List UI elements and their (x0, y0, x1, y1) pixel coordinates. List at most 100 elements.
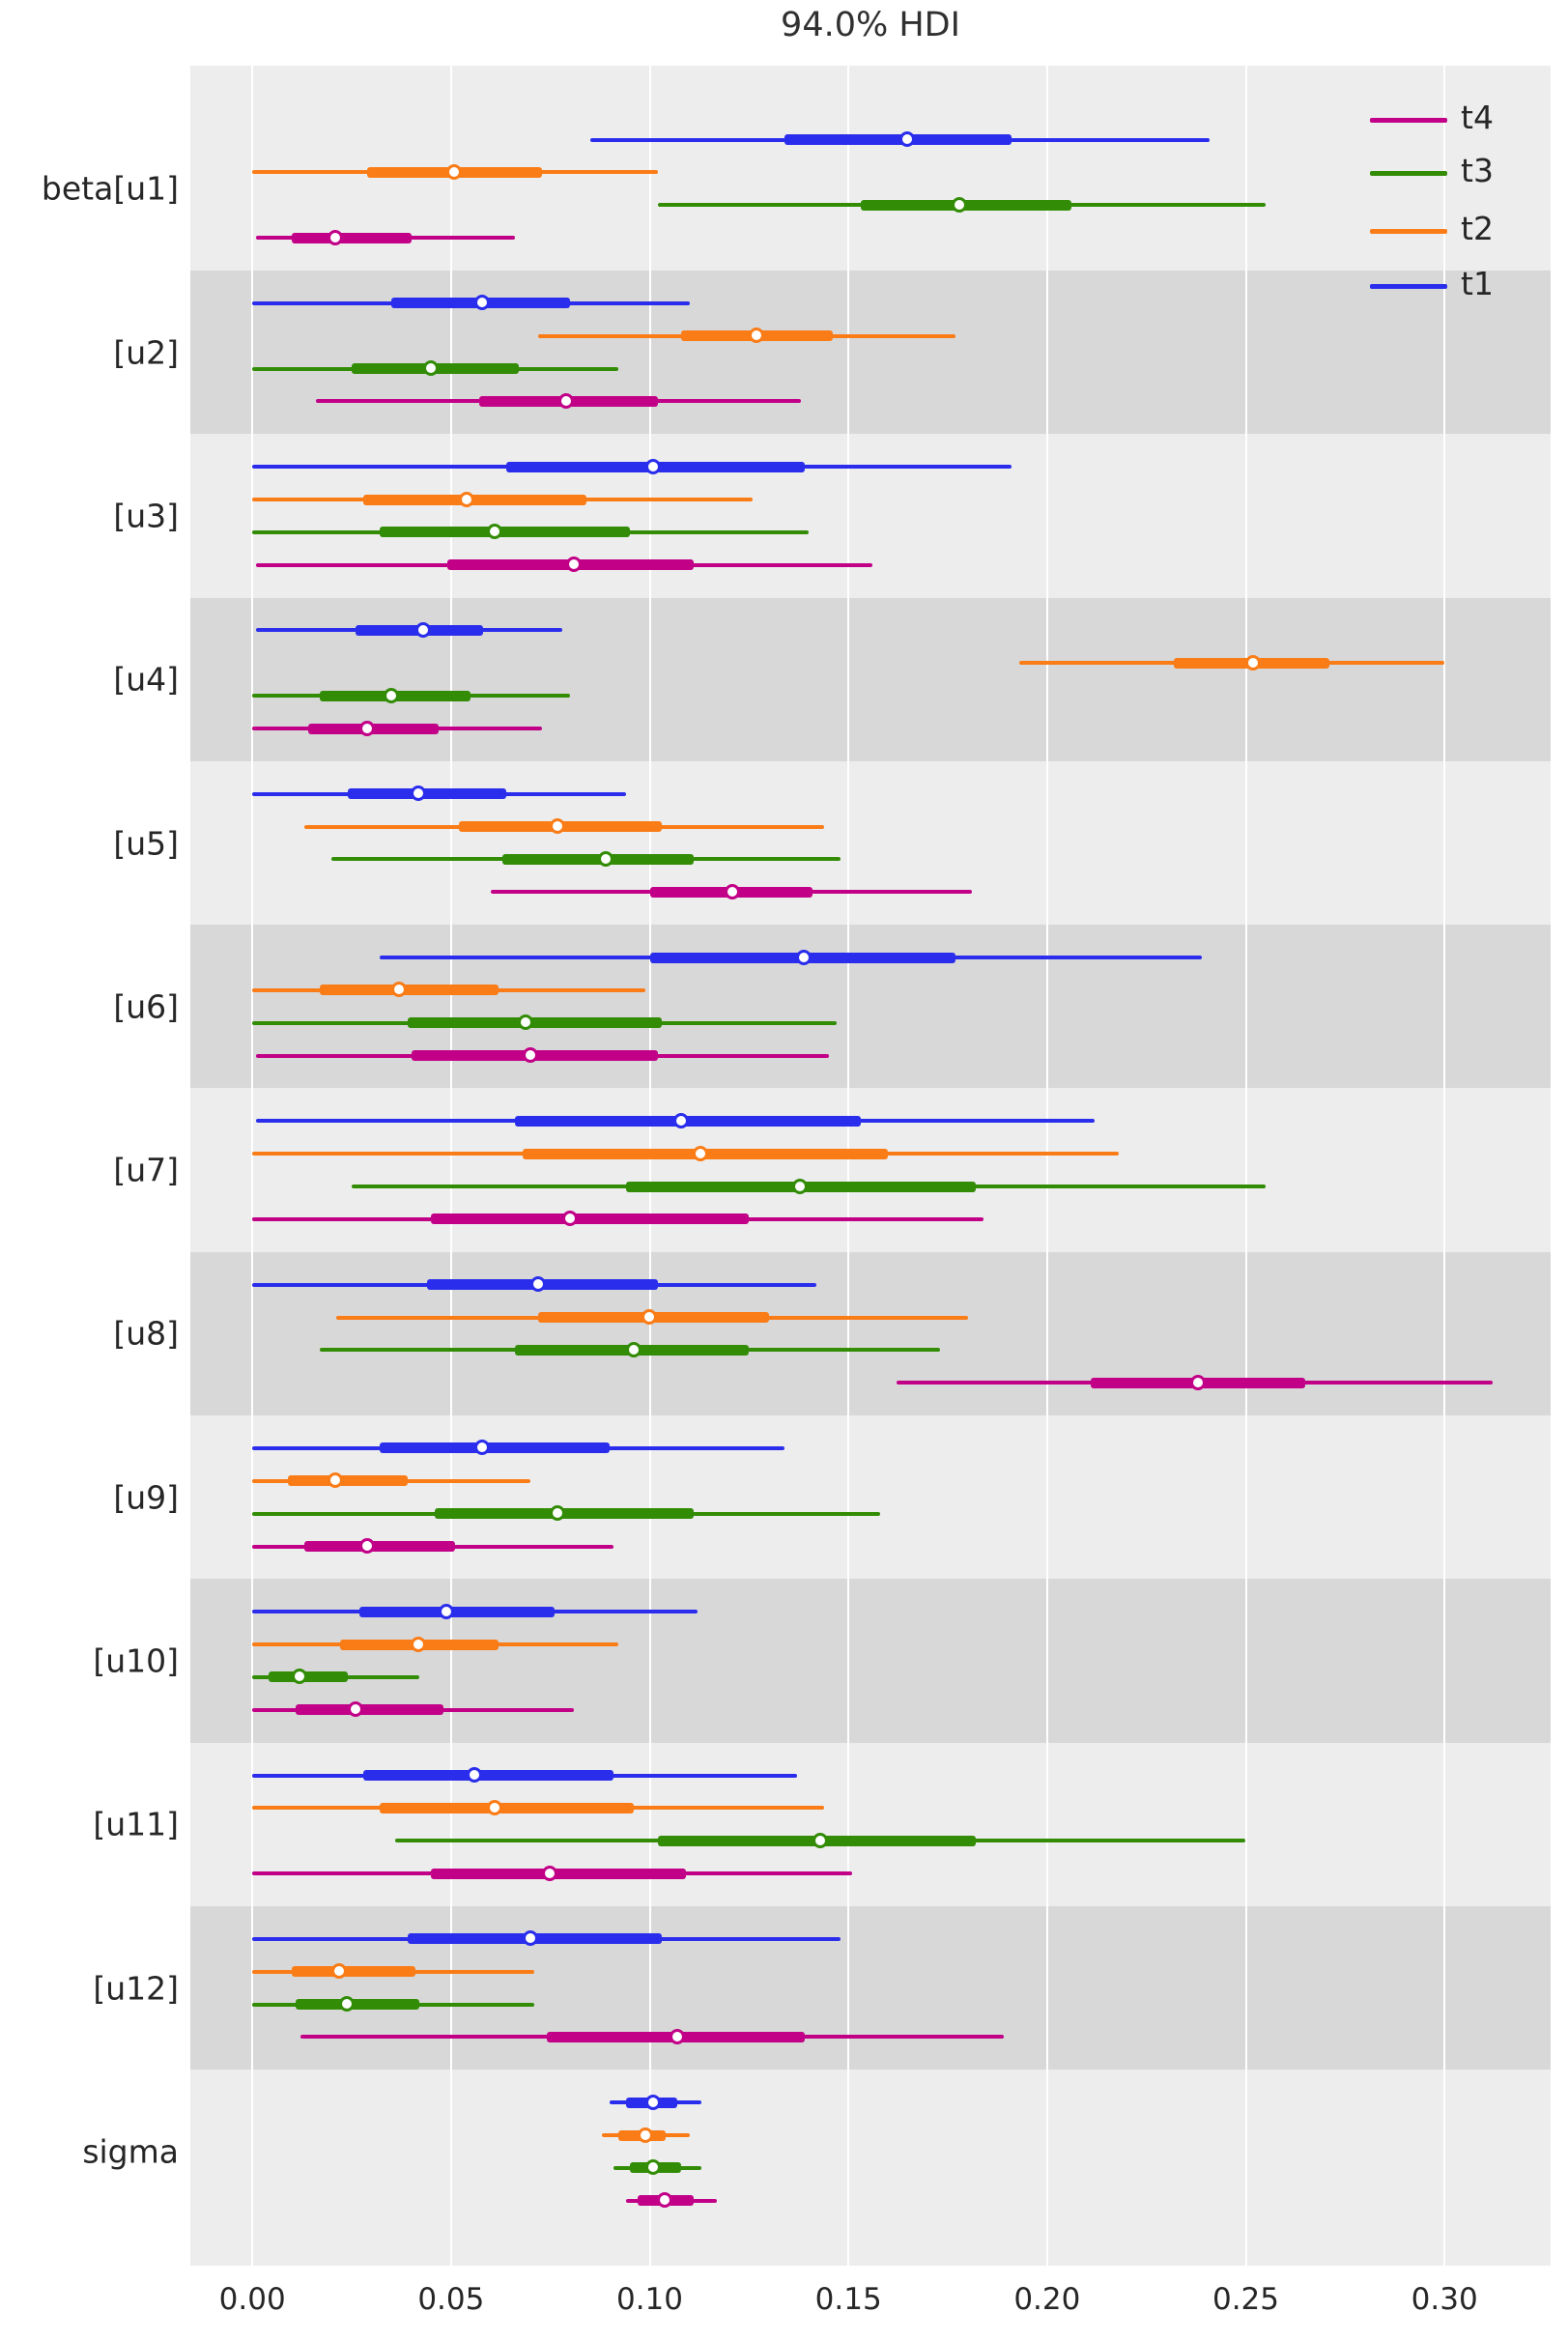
quartile-interval-line-t4 (431, 1868, 686, 1879)
gridline (1045, 66, 1048, 2266)
quartile-interval-line-t4 (296, 1704, 443, 1716)
point-estimate-marker-t3 (951, 196, 967, 213)
legend-label: t4 (1461, 99, 1494, 136)
y-axis-label: beta[u1] (41, 169, 179, 208)
point-estimate-marker-t2 (637, 2127, 653, 2143)
legend-swatch-line (1370, 284, 1447, 289)
point-estimate-marker-t2 (446, 163, 463, 180)
quartile-interval-line-t2 (363, 494, 586, 505)
legend-label: t2 (1461, 210, 1494, 247)
point-estimate-marker-t1 (474, 1440, 491, 1456)
point-estimate-marker-t2 (486, 1799, 502, 1815)
y-axis-label: [u10] (93, 1642, 179, 1680)
y-axis-label: [u9] (113, 1478, 179, 1517)
x-axis-tick-label: 0.30 (1411, 2282, 1478, 2317)
point-estimate-marker-t3 (645, 2159, 662, 2176)
quartile-interval-line-t3 (379, 527, 630, 538)
chart-title: 94.0% HDI (781, 6, 960, 44)
quartile-interval-line-t1 (379, 1442, 611, 1454)
x-axis-tick-label: 0.15 (814, 2282, 882, 2317)
y-axis-label: [u12] (93, 1969, 179, 2008)
y-axis-label: [u3] (113, 497, 179, 535)
point-estimate-marker-t4 (1189, 1374, 1206, 1390)
y-axis-label: [u8] (113, 1314, 179, 1353)
point-estimate-marker-t1 (899, 131, 916, 148)
point-estimate-marker-t3 (792, 1178, 809, 1194)
gridline (251, 66, 254, 2266)
quartile-interval-line-t2 (292, 1966, 415, 1978)
x-axis-tick-label: 0.05 (417, 2282, 485, 2317)
point-estimate-marker-t2 (411, 1636, 427, 1652)
point-estimate-marker-t3 (339, 1996, 356, 2013)
quartile-interval-line-t1 (347, 788, 507, 800)
y-axis-label: [u7] (113, 1151, 179, 1189)
point-estimate-marker-t3 (518, 1014, 534, 1031)
quartile-interval-line-t1 (784, 134, 1012, 146)
point-estimate-marker-t3 (550, 1505, 566, 1522)
y-axis-label: [u4] (113, 660, 179, 699)
point-estimate-marker-t4 (328, 229, 344, 245)
gridline (449, 66, 452, 2266)
gridline (1443, 66, 1446, 2266)
gridline (1244, 66, 1247, 2266)
point-estimate-marker-t4 (522, 1047, 538, 1064)
y-axis-label: [u2] (113, 333, 179, 372)
point-estimate-marker-t3 (812, 1832, 828, 1848)
legend-label: t1 (1461, 265, 1494, 302)
point-estimate-marker-t1 (467, 1767, 483, 1784)
point-estimate-marker-t2 (641, 1309, 657, 1326)
point-estimate-marker-t1 (411, 785, 427, 802)
point-estimate-marker-t3 (486, 524, 502, 540)
point-estimate-marker-t1 (529, 1276, 546, 1293)
x-axis-tick-label: 0.20 (1013, 2282, 1081, 2317)
quartile-interval-line-t3 (296, 1999, 419, 2011)
point-estimate-marker-t4 (565, 557, 582, 573)
quartile-interval-line-t2 (320, 985, 499, 996)
point-estimate-marker-t1 (414, 621, 431, 638)
point-estimate-marker-t1 (672, 1112, 689, 1128)
quartile-interval-line-t3 (268, 1671, 348, 1683)
point-estimate-marker-t4 (358, 720, 375, 736)
legend-label: t3 (1461, 152, 1494, 189)
y-axis-label: sigma (82, 2132, 179, 2171)
quartile-interval-line-t1 (359, 1606, 555, 1617)
quartile-interval-line-t2 (288, 1475, 408, 1487)
point-estimate-marker-t4 (657, 2192, 673, 2209)
shaded-band (190, 1579, 1551, 1743)
x-axis-tick-label: 0.00 (218, 2282, 286, 2317)
point-estimate-marker-t4 (358, 1538, 375, 1555)
point-estimate-marker-t2 (331, 1963, 348, 1980)
shaded-band (190, 597, 1551, 761)
legend-swatch-line (1370, 229, 1447, 234)
point-estimate-marker-t3 (383, 687, 399, 703)
shaded-band (190, 925, 1551, 1089)
quartile-interval-line-t4 (303, 1541, 455, 1553)
point-estimate-marker-t1 (439, 1603, 455, 1619)
point-estimate-marker-t1 (796, 949, 813, 965)
point-estimate-marker-t4 (542, 1865, 558, 1881)
point-estimate-marker-t4 (561, 1211, 578, 1227)
quartile-interval-line-t1 (363, 1770, 614, 1782)
point-estimate-marker-t3 (292, 1669, 308, 1685)
point-estimate-marker-t4 (347, 1701, 363, 1718)
shaded-band (190, 1251, 1551, 1416)
shaded-band (190, 271, 1551, 435)
y-axis-label: [u11] (93, 1805, 179, 1843)
shaded-band (190, 1906, 1551, 2070)
point-estimate-marker-t1 (645, 458, 662, 474)
point-estimate-marker-t2 (693, 1145, 709, 1161)
quartile-interval-line-t4 (292, 232, 412, 243)
point-estimate-marker-t1 (474, 295, 491, 311)
y-axis-label: [u6] (113, 987, 179, 1026)
legend-swatch-line (1370, 118, 1447, 123)
point-estimate-marker-t4 (725, 883, 741, 899)
point-estimate-marker-t2 (328, 1472, 344, 1489)
point-estimate-marker-t2 (458, 491, 474, 507)
point-estimate-marker-t3 (422, 360, 439, 377)
quartile-interval-line-t2 (379, 1802, 635, 1813)
point-estimate-marker-t4 (557, 392, 574, 409)
quartile-interval-line-t3 (407, 1017, 662, 1029)
x-axis-tick-label: 0.25 (1212, 2282, 1280, 2317)
point-estimate-marker-t1 (522, 1930, 538, 1947)
